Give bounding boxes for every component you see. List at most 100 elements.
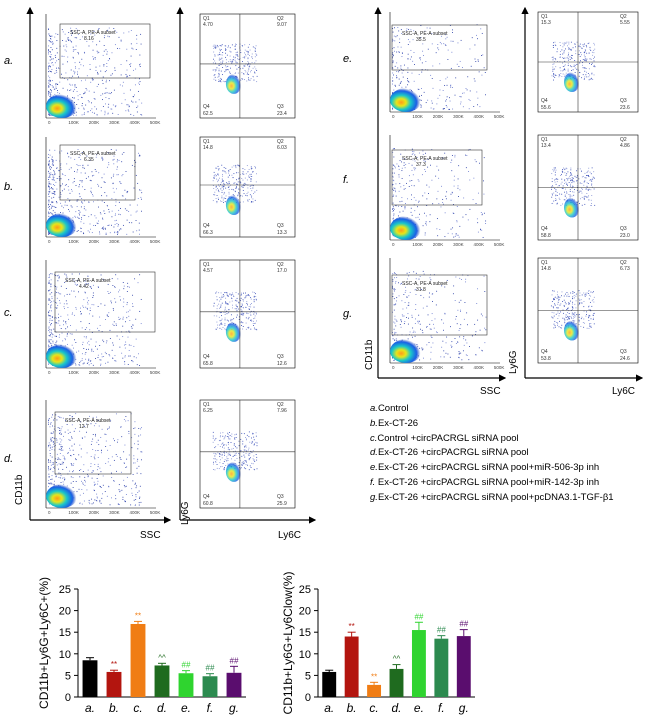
event-dot	[58, 196, 60, 198]
event-dot	[225, 48, 226, 50]
event-dot	[219, 320, 221, 322]
event-dot	[85, 306, 87, 308]
event-dot	[469, 346, 471, 347]
event-dot	[579, 190, 581, 192]
x-tick-label: 0	[48, 510, 51, 515]
event-dot	[405, 30, 407, 32]
event-dot	[429, 221, 431, 223]
event-dot	[571, 179, 573, 181]
event-dot	[72, 90, 74, 92]
event-dot	[65, 328, 67, 330]
event-dot	[568, 47, 570, 49]
significance-mark: ^^	[158, 653, 166, 662]
event-dot	[392, 60, 394, 62]
event-dot	[98, 444, 100, 446]
event-dot	[425, 69, 427, 71]
event-dot	[219, 50, 221, 52]
quadrant-value-q4: 66.3	[203, 230, 213, 236]
event-dot	[88, 501, 90, 503]
event-dot	[74, 62, 76, 64]
event-dot	[235, 44, 237, 45]
event-dot	[100, 436, 102, 438]
event-dot	[551, 311, 553, 313]
event-dot	[245, 55, 247, 57]
event-dot	[75, 216, 77, 218]
event-dot	[60, 475, 62, 477]
event-dot	[591, 195, 593, 196]
event-dot	[233, 318, 235, 320]
event-dot	[256, 320, 257, 322]
event-dot	[106, 166, 108, 168]
event-dot	[427, 166, 429, 168]
event-dot	[393, 189, 395, 191]
event-dot	[403, 185, 405, 187]
event-dot	[71, 436, 73, 438]
event-dot	[551, 316, 553, 318]
event-dot	[120, 183, 122, 185]
event-dot	[214, 173, 216, 175]
event-dot	[75, 480, 77, 482]
event-dot	[113, 321, 115, 323]
event-dot	[64, 185, 66, 186]
event-dot	[119, 457, 121, 459]
event-dot	[565, 314, 567, 316]
event-dot	[66, 303, 68, 305]
event-dot	[588, 52, 590, 54]
event-dot	[60, 285, 62, 287]
event-dot	[51, 296, 53, 298]
event-dot	[233, 455, 234, 457]
event-dot	[135, 338, 137, 340]
event-dot	[138, 435, 140, 437]
event-dot	[571, 308, 573, 310]
event-dot	[81, 488, 83, 490]
event-dot	[213, 75, 215, 77]
event-dot	[124, 363, 126, 365]
event-dot	[50, 283, 52, 285]
event-dot	[116, 219, 117, 221]
event-dot	[67, 186, 69, 188]
event-dot	[562, 42, 564, 44]
event-dot	[108, 92, 110, 94]
event-dot	[98, 172, 100, 174]
event-dot	[63, 45, 65, 47]
event-dot	[219, 77, 221, 79]
event-dot	[406, 307, 408, 309]
event-dot	[127, 363, 129, 365]
event-dot	[112, 187, 114, 189]
event-dot	[69, 77, 71, 79]
event-dot	[454, 338, 456, 339]
event-dot	[212, 69, 214, 71]
event-dot	[69, 449, 71, 451]
event-dot	[95, 483, 97, 485]
event-dot	[393, 359, 395, 361]
event-dot	[84, 292, 86, 294]
event-dot	[230, 320, 232, 322]
event-dot	[51, 448, 53, 450]
event-dot	[51, 416, 53, 418]
event-dot	[230, 441, 232, 443]
event-dot	[396, 339, 398, 341]
axis-title-ssc-left: SSC	[140, 530, 161, 541]
event-dot	[60, 164, 62, 166]
event-dot	[56, 462, 58, 464]
event-dot	[55, 83, 57, 85]
event-dot	[553, 299, 555, 301]
event-dot	[565, 293, 566, 295]
event-dot	[420, 37, 422, 38]
event-dot	[445, 342, 447, 344]
event-dot	[48, 193, 50, 195]
event-dot	[588, 306, 590, 308]
event-dot	[426, 326, 427, 328]
event-dot	[450, 67, 452, 69]
event-dot	[237, 55, 239, 57]
event-dot	[446, 84, 448, 86]
x-tick-label: g.	[459, 701, 469, 715]
event-dot	[213, 305, 215, 307]
event-dot	[88, 340, 90, 342]
event-dot	[422, 270, 424, 272]
gate-label: SSC-A, PE-A subset	[70, 151, 116, 157]
event-dot	[75, 49, 77, 50]
density-hotspot	[225, 461, 242, 482]
event-dot	[95, 69, 97, 71]
event-dot	[401, 314, 403, 316]
